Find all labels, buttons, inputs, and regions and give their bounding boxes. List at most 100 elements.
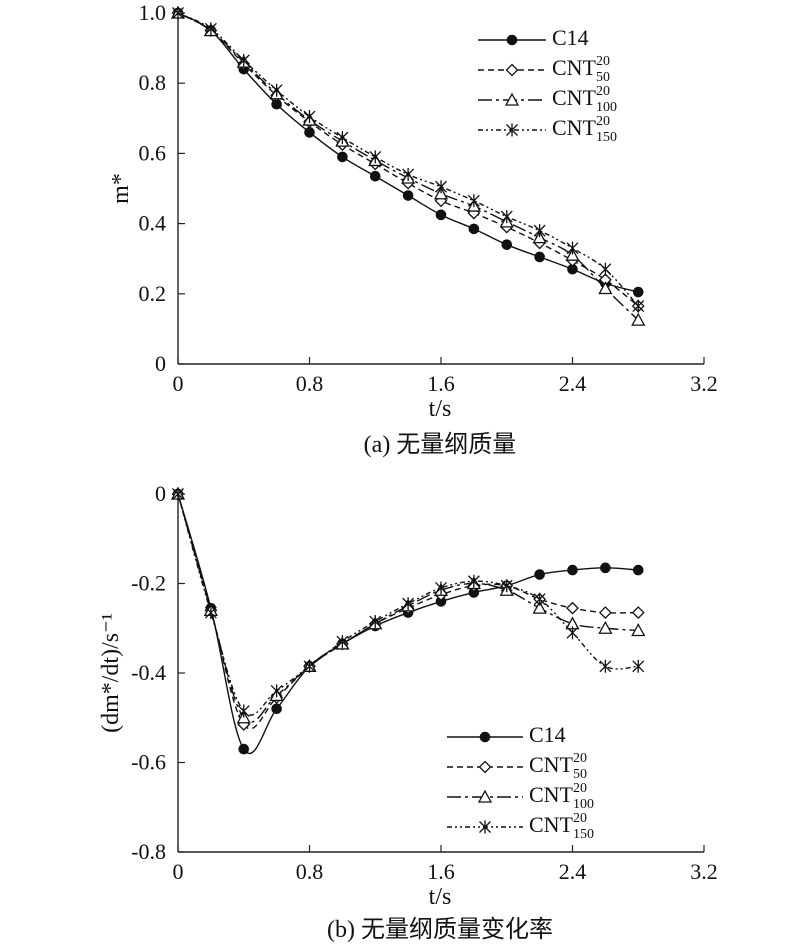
x-axis-title: t/s	[429, 884, 452, 910]
legend-label: CNT20 50	[552, 54, 610, 85]
data-point	[271, 703, 282, 715]
data-point	[304, 127, 315, 138]
data-point	[534, 569, 545, 580]
data-point	[435, 581, 447, 595]
legend-label: CNT20 50	[529, 751, 587, 782]
data-point	[172, 6, 184, 20]
y-tick-label: -0.4	[131, 660, 166, 685]
data-point	[435, 180, 447, 194]
x-tick-label: 0	[173, 859, 184, 884]
legend-label: C14	[552, 25, 589, 50]
data-point	[270, 684, 283, 698]
data-point	[337, 151, 348, 163]
y-tick-label: -0.2	[131, 571, 166, 596]
chart-panel-a: 0 0.8 1.6 2.4 3.2 0 0.2 0.4 0.6 0.8 1.0 t/s m* (a) 无量…	[108, 0, 718, 458]
figure-caption: (a) 无量纲质量	[364, 431, 517, 458]
data-point	[433, 186, 449, 200]
legend-marker	[479, 731, 491, 743]
series-line	[177, 493, 639, 754]
data-point	[632, 299, 645, 313]
data-point	[270, 83, 283, 97]
legend-marker	[477, 789, 493, 803]
data-point	[632, 659, 645, 673]
data-point	[467, 574, 480, 588]
data-point	[532, 600, 547, 614]
data-point	[369, 170, 381, 182]
x-tick-label: 3.2	[690, 859, 718, 884]
legend-marker	[478, 760, 492, 774]
y-tick-label: 0	[155, 351, 166, 376]
data-point	[204, 606, 217, 620]
data-point	[467, 194, 480, 208]
legend-label: C14	[529, 722, 566, 747]
data-point	[565, 247, 580, 261]
data-point	[402, 167, 415, 181]
data-point	[598, 606, 612, 620]
y-axis-title: (dm*/dt)/s⁻¹	[98, 613, 124, 733]
legend-label: CNT20 100	[552, 84, 617, 115]
data-point	[500, 579, 513, 593]
series-3	[172, 487, 645, 718]
y-tick-label: 0.2	[139, 281, 167, 306]
data-point	[631, 623, 646, 637]
x-tick-label: 3.2	[690, 371, 718, 396]
x-tick-label: 0.8	[296, 859, 324, 884]
data-point	[204, 22, 217, 36]
data-point	[303, 659, 316, 673]
data-point	[631, 606, 645, 620]
legend-marker	[479, 820, 491, 834]
data-point	[336, 635, 349, 649]
y-tick-label: 0.8	[139, 70, 167, 95]
data-point	[598, 281, 613, 295]
x-tick-label: 2.4	[559, 371, 587, 396]
data-point	[237, 53, 250, 67]
y-tick-label: -0.6	[131, 750, 166, 775]
legend-label: CNT20 150	[529, 811, 594, 842]
data-point	[632, 564, 644, 576]
data-point	[237, 704, 250, 718]
data-point	[567, 564, 578, 576]
data-point	[533, 592, 546, 606]
y-tick-label: 1.0	[139, 0, 167, 25]
data-point	[532, 230, 547, 244]
data-point	[631, 312, 646, 326]
data-point	[599, 262, 612, 276]
y-tick-label: 0.6	[139, 140, 167, 165]
data-point	[468, 223, 480, 235]
data-point	[369, 615, 382, 629]
data-point	[566, 241, 579, 255]
data-point	[435, 209, 447, 221]
series-3	[172, 6, 645, 313]
x-tick-label: 0	[173, 371, 184, 396]
data-point	[566, 626, 579, 640]
y-tick-label: 0.4	[139, 211, 167, 236]
data-point	[566, 601, 579, 615]
chart-panel-b: 0 0.8 1.6 2.4 3.2 0 -0.2 -0.4 -0.6 -0.8 t/s (dm*/dt…	[98, 481, 718, 943]
data-point	[238, 743, 250, 755]
x-tick-label: 2.4	[559, 859, 587, 884]
legend-marker	[506, 34, 518, 46]
data-point	[402, 190, 414, 201]
data-point	[303, 110, 316, 124]
data-point	[534, 251, 545, 263]
data-point	[632, 286, 644, 298]
x-axis-title: t/s	[429, 396, 452, 422]
x-tick-label: 1.6	[427, 859, 455, 884]
data-point	[600, 562, 611, 574]
data-point	[172, 487, 184, 501]
legend-label: CNT20 100	[529, 781, 594, 812]
y-tick-label: 0	[155, 481, 166, 506]
data-point	[533, 224, 546, 238]
data-point	[598, 620, 613, 634]
y-axis-title: m*	[108, 173, 134, 204]
figure-caption: (b) 无量纲质量变化率	[327, 916, 553, 943]
legend-label: CNT20 150	[552, 114, 617, 145]
legend-marker	[504, 92, 520, 106]
data-point	[369, 150, 382, 164]
x-tick-label: 1.6	[427, 371, 455, 396]
data-point	[402, 597, 415, 611]
data-point	[599, 659, 612, 673]
